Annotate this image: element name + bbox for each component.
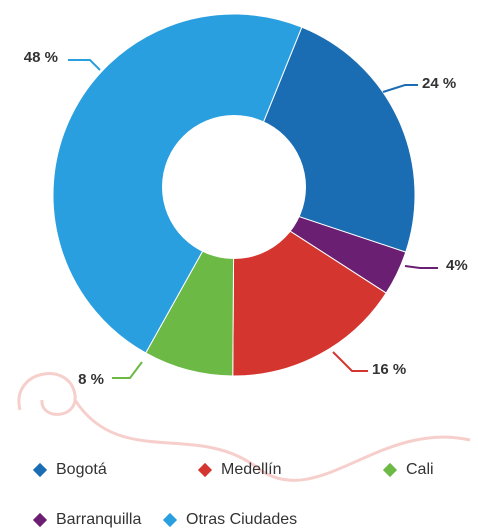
legend-label: Bogotá (56, 461, 107, 478)
data-label: 4% (446, 257, 468, 274)
data-label: 8 % (78, 371, 104, 388)
data-label: 48 % (24, 49, 58, 66)
legend-swatch (32, 512, 48, 528)
data-label: 24 % (422, 75, 456, 92)
legend-swatch (197, 462, 213, 478)
leader-line (382, 84, 418, 93)
leader-line (404, 265, 438, 269)
legend-swatch (162, 512, 178, 528)
legend-swatch (32, 462, 48, 478)
legend-label: Medellín (221, 461, 281, 478)
leader-line (112, 361, 143, 379)
legend-label: Cali (406, 461, 434, 478)
legend-swatch (382, 462, 398, 478)
decoration (17, 372, 471, 482)
legend-label: Barranquilla (56, 511, 141, 528)
legend-label: Otras Ciudades (186, 511, 297, 528)
donut-hole (162, 115, 306, 259)
leader-line (68, 59, 101, 71)
data-label: 16 % (372, 361, 406, 378)
leader-line (332, 351, 368, 372)
